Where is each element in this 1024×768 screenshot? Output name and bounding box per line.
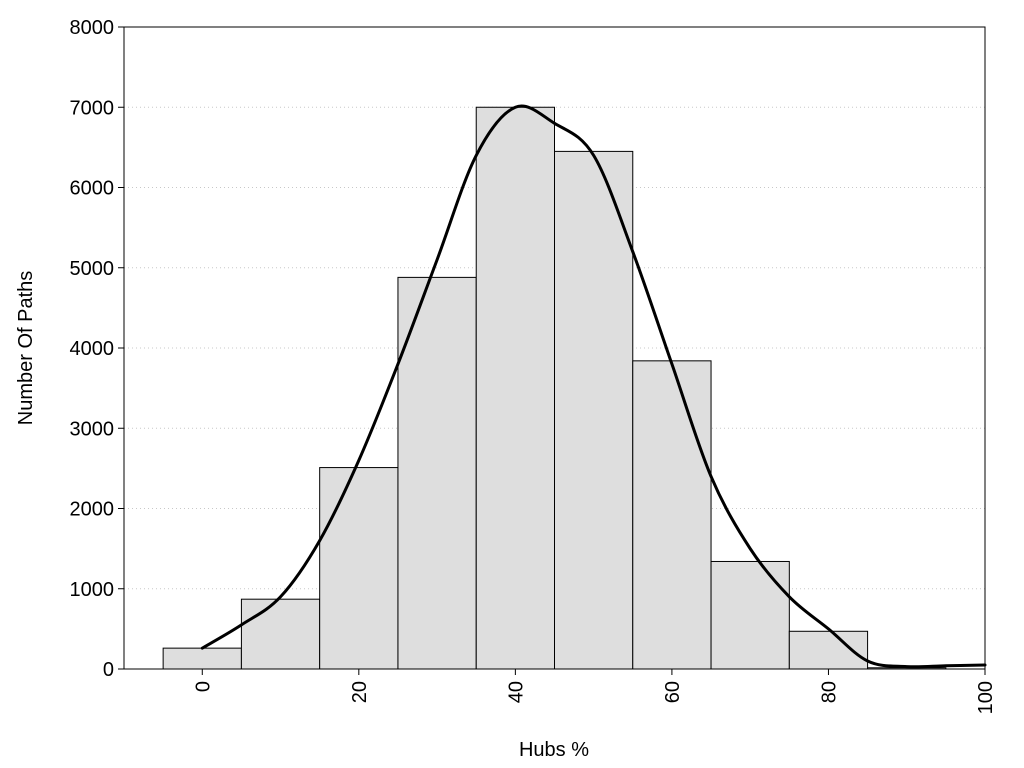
x-tick-label: 0: [192, 681, 214, 692]
histogram-bar: [788, 630, 869, 670]
y-tick-label: 0: [103, 659, 114, 681]
x-tick-label: 100: [975, 681, 997, 714]
y-tick-label: 7000: [70, 97, 115, 119]
y-axis-ticks: 0 1000 2000 3000 4000 5000 6000 7000 8000: [70, 17, 124, 681]
histogram-bar: [710, 560, 790, 670]
y-tick-label: 5000: [70, 258, 115, 280]
y-tick-label: 8000: [70, 17, 115, 39]
density-curve: [200, 104, 987, 669]
y-axis-title: Number Of Paths: [15, 271, 37, 426]
x-tick-label: 80: [818, 681, 840, 703]
x-tick-label: 20: [349, 681, 371, 703]
y-tick-label: 1000: [70, 579, 115, 601]
y-tick-label: 2000: [70, 499, 115, 521]
x-tick-label: 60: [662, 681, 684, 703]
x-axis-title: Hubs %: [519, 739, 589, 761]
y-tick-label: 4000: [70, 338, 115, 360]
histogram-bar: [162, 647, 242, 670]
y-tick-label: 3000: [70, 418, 115, 440]
histogram-bars: [162, 106, 947, 670]
histogram-bar: [319, 467, 399, 670]
histogram-bar: [397, 276, 477, 670]
histogram-bar: [632, 360, 712, 670]
histogram-bar: [475, 106, 555, 670]
histogram-bar: [240, 598, 321, 670]
x-axis-ticks: 0 20 40 60 80 100: [192, 669, 997, 714]
density-curve-layer: [200, 104, 987, 669]
histogram-bar: [554, 150, 634, 670]
x-tick-label: 40: [505, 681, 527, 703]
y-tick-label: 6000: [70, 178, 115, 200]
